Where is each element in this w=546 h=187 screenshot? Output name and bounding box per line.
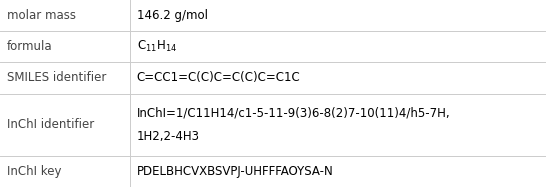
Text: InChI key: InChI key xyxy=(7,165,61,178)
Text: molar mass: molar mass xyxy=(7,9,75,22)
Text: InChI identifier: InChI identifier xyxy=(7,118,94,131)
Text: C$_{11}$H$_{14}$: C$_{11}$H$_{14}$ xyxy=(136,39,177,54)
Text: formula: formula xyxy=(7,40,52,53)
Text: 1H2,2-4H3: 1H2,2-4H3 xyxy=(136,130,199,143)
Text: InChI=1/C11H14/c1-5-11-9(3)6-8(2)7-10(11)4/h5-7H,: InChI=1/C11H14/c1-5-11-9(3)6-8(2)7-10(11… xyxy=(136,107,450,119)
Text: SMILES identifier: SMILES identifier xyxy=(7,71,106,84)
Text: C=CC1=C(C)C=C(C)C=C1C: C=CC1=C(C)C=C(C)C=C1C xyxy=(136,71,300,84)
Text: PDELBHCVXBSVPJ-UHFFFAOYSA-N: PDELBHCVXBSVPJ-UHFFFAOYSA-N xyxy=(136,165,333,178)
Text: 146.2 g/mol: 146.2 g/mol xyxy=(136,9,207,22)
